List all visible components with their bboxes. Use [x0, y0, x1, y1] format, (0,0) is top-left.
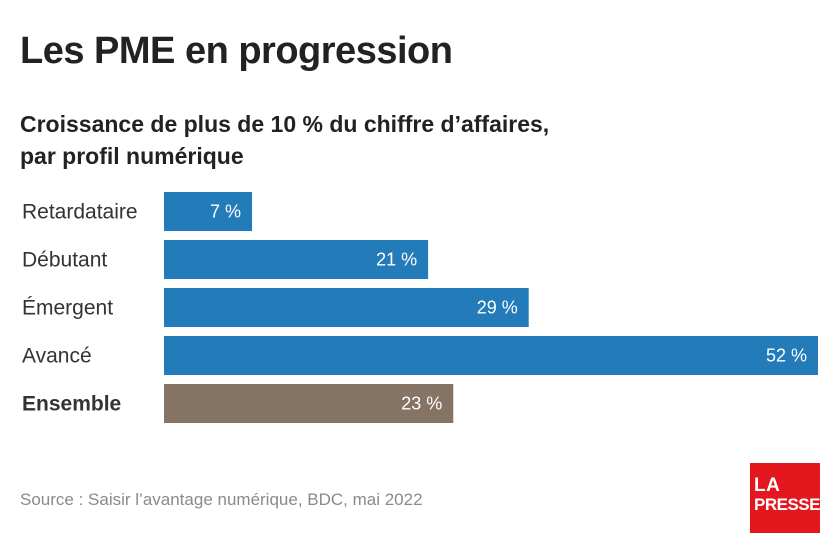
value-label-ensemble: 23 % [401, 394, 442, 414]
la-presse-logo: LA PRESSE [750, 463, 820, 533]
category-label-ensemble: Ensemble [22, 393, 121, 416]
bar-debutant [164, 240, 429, 279]
value-label-avance: 52 % [766, 346, 807, 366]
value-label-emergent: 29 % [477, 298, 518, 318]
subtitle-line-2: par profil numérique [20, 143, 244, 169]
bar-avance [164, 336, 818, 375]
chart-subtitle: Croissance de plus de 10 % du chiffre d’… [20, 108, 640, 172]
bar-retardataire [164, 192, 253, 231]
bar-emergent [164, 288, 529, 327]
bar-ensemble [164, 384, 454, 423]
category-label-avance: Avancé [22, 345, 92, 368]
category-label-emergent: Émergent [22, 297, 113, 320]
subtitle-line-1: Croissance de plus de 10 % du chiffre d’… [20, 111, 550, 137]
category-label-debutant: Débutant [22, 249, 107, 272]
logo-line-2: PRESSE [754, 495, 820, 514]
bar-chart: Retardataire 7 % Débutant 21 % Émergent 29 % A… [22, 192, 818, 423]
logo-line-1: LA [754, 475, 781, 496]
chart-title: Les PME en progression [20, 30, 453, 72]
value-label-retardataire: 7 % [210, 202, 241, 222]
category-label-retardataire: Retardataire [22, 201, 138, 224]
source-note: Source : Saisir l’avantage numérique, BD… [20, 490, 423, 509]
value-label-debutant: 21 % [376, 250, 417, 270]
